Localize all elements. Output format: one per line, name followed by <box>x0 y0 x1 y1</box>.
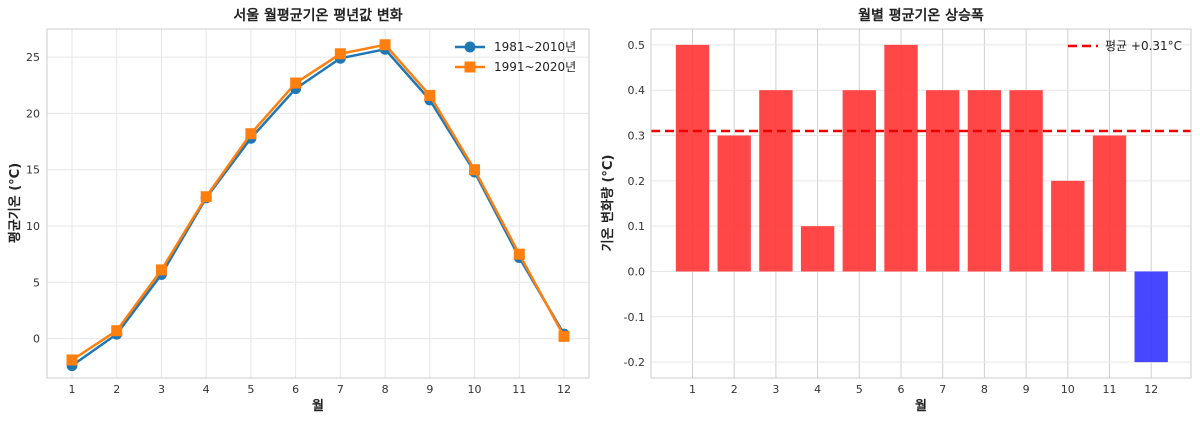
left-x-tick-label: 9 <box>426 383 433 396</box>
left-y-tick-label: 5 <box>33 276 40 289</box>
right-y-tick-label: 0.2 <box>628 175 646 188</box>
left-chart-ylabel: 평균기온 (°C) <box>7 163 23 243</box>
right-x-tick-label: 12 <box>1144 383 1158 396</box>
left-x-tick-label: 1 <box>69 383 76 396</box>
left-x-tick-label: 2 <box>113 383 120 396</box>
right-x-tick-label: 4 <box>814 383 821 396</box>
left-chart-series <box>66 39 570 372</box>
right-chart-frame <box>650 28 1192 379</box>
right-y-tick-label: -0.2 <box>624 356 645 369</box>
right-x-tick-label: 8 <box>981 383 988 396</box>
right-x-tick-label: 6 <box>898 383 905 396</box>
left-x-tick-label: 10 <box>468 383 482 396</box>
right-chart-ylabel: 기온 변화량 (°C) <box>600 155 616 252</box>
left-x-tick-label: 3 <box>158 383 165 396</box>
right-x-tick-label: 10 <box>1061 383 1075 396</box>
right-bar-11 <box>1092 135 1127 272</box>
left-series-2-point <box>245 128 257 140</box>
right-y-tick-label: -0.1 <box>624 311 645 324</box>
right-bar-9 <box>1009 90 1043 272</box>
right-chart-ticks: 1 2 3 4 5 6 7 8 9 10 11 12-0.2-0.10.00.10.20.30.40.… <box>624 39 1159 396</box>
left-chart-legend: 1981~2010년 1991~2020년 <box>455 40 576 74</box>
right-bar-7 <box>926 90 960 272</box>
left-chart-xlabel: 월 <box>312 398 324 414</box>
right-y-tick-label: 0.3 <box>628 130 646 143</box>
left-series-2-point <box>424 89 436 101</box>
right-x-tick-label: 7 <box>939 383 946 396</box>
right-bar-6 <box>884 44 918 272</box>
right-chart-title: 월별 평균기온 상승폭 <box>858 7 984 24</box>
right-bar-10 <box>1051 180 1085 272</box>
left-series-2-point <box>111 325 123 337</box>
right-x-tick-label: 9 <box>1023 383 1030 396</box>
left-legend-label-1: 1981~2010년 <box>494 40 576 54</box>
left-chart: 서울 월평균기온 평년값 변화 1 2 3 4 5 6 7 8 9 10 11 12051015202… <box>7 7 590 414</box>
right-x-tick-label: 5 <box>856 383 863 396</box>
left-series-2-point <box>379 39 391 51</box>
left-x-tick-label: 8 <box>382 383 389 396</box>
left-x-tick-label: 11 <box>512 383 526 396</box>
right-chart-bars <box>675 44 1168 363</box>
left-x-tick-label: 4 <box>203 383 210 396</box>
left-legend-marker-1 <box>464 41 476 53</box>
right-bar-2 <box>717 135 751 272</box>
left-y-tick-label: 20 <box>26 107 40 120</box>
right-bar-12 <box>1134 271 1168 363</box>
right-x-tick-label: 1 <box>689 383 696 396</box>
right-y-tick-label: 0.0 <box>628 265 646 278</box>
left-x-tick-label: 7 <box>337 383 344 396</box>
left-series-2-point <box>66 354 78 366</box>
right-legend-label: 평균 +0.31°C <box>1105 39 1182 53</box>
left-series-line-2 <box>71 43 566 362</box>
right-x-tick-label: 3 <box>772 383 779 396</box>
left-legend-marker-2 <box>464 61 476 73</box>
left-chart-title: 서울 월평균기온 평년값 변화 <box>233 7 402 24</box>
left-legend-label-2: 1991~2020년 <box>494 60 576 74</box>
right-y-tick-label: 0.4 <box>628 84 646 97</box>
left-series-2-point <box>558 330 570 342</box>
left-y-tick-label: 10 <box>26 220 40 233</box>
right-x-tick-label: 11 <box>1103 383 1117 396</box>
right-x-tick-label: 2 <box>731 383 738 396</box>
left-x-tick-label: 5 <box>247 383 254 396</box>
left-y-tick-label: 15 <box>26 164 40 177</box>
left-x-tick-label: 6 <box>292 383 299 396</box>
right-bar-5 <box>842 90 876 272</box>
left-series-2-point <box>200 191 212 203</box>
left-series-line-1 <box>71 47 566 367</box>
left-y-tick-label: 0 <box>33 333 40 346</box>
right-bar-3 <box>759 90 793 272</box>
left-series-2-point <box>334 48 346 60</box>
right-y-tick-label: 0.1 <box>628 220 646 233</box>
right-bar-1 <box>675 44 710 272</box>
left-series-2-point <box>469 164 481 176</box>
left-chart-frame <box>46 28 590 379</box>
left-series-2-point <box>290 77 302 89</box>
left-y-tick-label: 25 <box>26 51 40 64</box>
right-y-tick-label: 0.5 <box>628 39 646 52</box>
left-series-2-point <box>513 248 525 260</box>
left-chart-grid <box>47 29 589 378</box>
right-bar-8 <box>967 90 1002 272</box>
left-series-2-point <box>155 264 167 276</box>
right-chart: 월별 평균기온 상승폭 1 2 3 4 5 6 7 8 9 10 11 12-0.2-0.10.00.… <box>600 7 1192 414</box>
right-chart-xlabel: 월 <box>915 398 927 414</box>
right-bar-4 <box>800 226 835 272</box>
right-chart-legend: 평균 +0.31°C <box>1068 39 1182 53</box>
left-x-tick-label: 12 <box>557 383 571 396</box>
